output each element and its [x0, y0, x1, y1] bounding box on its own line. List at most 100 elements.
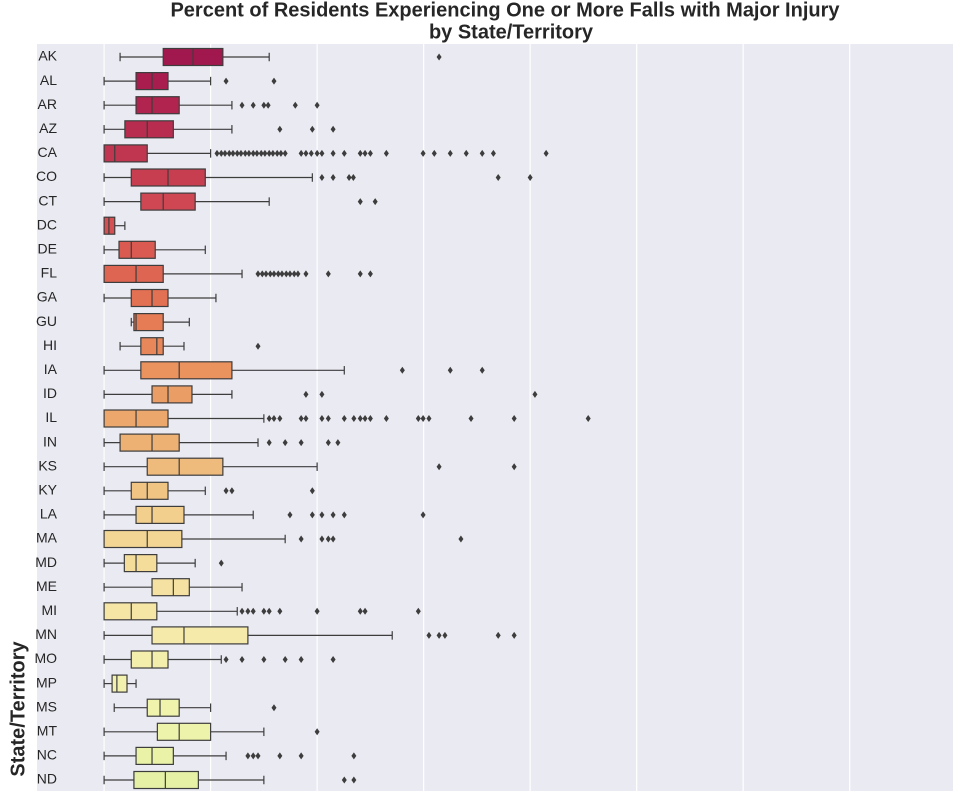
- y-tick-label: KS: [38, 457, 57, 473]
- y-tick-label: AK: [38, 48, 57, 64]
- flier: [585, 415, 591, 422]
- box: [135, 505, 185, 524]
- box: [140, 337, 164, 356]
- box: [135, 746, 174, 766]
- flier: [245, 607, 251, 615]
- box: [103, 264, 164, 283]
- flier: [346, 174, 352, 181]
- flier: [298, 149, 304, 157]
- flier: [298, 535, 304, 543]
- box: [151, 626, 249, 645]
- flier: [279, 270, 285, 278]
- y-tick-label: DC: [37, 216, 57, 232]
- y-tick-label: MI: [41, 602, 57, 618]
- flier: [527, 174, 533, 181]
- box: [151, 578, 190, 597]
- y-tick-label: MT: [37, 723, 58, 739]
- flier: [426, 415, 432, 422]
- flier: [263, 270, 269, 278]
- flier: [341, 511, 347, 519]
- flier: [511, 463, 517, 471]
- box-group: [103, 602, 421, 621]
- box-group: [103, 144, 549, 163]
- flier: [447, 149, 453, 157]
- flier: [261, 607, 267, 615]
- y-tick-label: NC: [37, 747, 57, 763]
- flier: [308, 149, 314, 157]
- y-tick-label: IN: [43, 433, 57, 449]
- flier: [255, 270, 261, 278]
- flier: [292, 101, 298, 109]
- flier: [367, 270, 373, 278]
- flier: [447, 366, 453, 374]
- box-group: [113, 698, 277, 717]
- flier: [254, 149, 260, 157]
- box: [103, 529, 183, 549]
- flier: [303, 415, 309, 422]
- flier: [275, 270, 281, 278]
- box: [130, 481, 169, 500]
- flier: [330, 535, 336, 543]
- box: [130, 650, 169, 669]
- y-tick-label: MA: [36, 530, 58, 546]
- flier: [442, 631, 448, 639]
- flier: [341, 415, 347, 422]
- y-tick-label: MO: [34, 650, 57, 666]
- flier: [532, 390, 538, 398]
- flier: [325, 415, 331, 422]
- flier: [218, 559, 224, 567]
- box-group: [103, 264, 373, 283]
- flier: [295, 270, 301, 278]
- flier: [298, 656, 304, 663]
- box-group: [103, 457, 517, 476]
- flier: [255, 752, 261, 760]
- box-group: [103, 505, 426, 524]
- flier: [250, 101, 256, 109]
- flier: [267, 270, 273, 278]
- flier: [223, 77, 229, 85]
- flier: [367, 415, 373, 422]
- flier: [282, 439, 288, 447]
- box-group: [103, 168, 533, 187]
- box-group: [103, 96, 320, 115]
- flier: [277, 752, 283, 760]
- flier: [330, 511, 336, 519]
- box-group: [103, 553, 224, 573]
- box-group: [103, 71, 277, 91]
- flier: [330, 125, 336, 133]
- flier: [239, 607, 245, 615]
- flier: [319, 174, 325, 181]
- box: [135, 96, 180, 115]
- flier: [223, 487, 229, 495]
- box-group: [130, 313, 190, 332]
- flier: [319, 535, 325, 543]
- flier: [420, 149, 426, 157]
- flier: [325, 270, 331, 278]
- flier: [218, 149, 224, 157]
- flier: [239, 101, 245, 109]
- flier: [309, 511, 315, 519]
- flier: [303, 149, 309, 157]
- plot-area: [37, 44, 953, 791]
- chart-title: by State/Territory: [429, 21, 594, 43]
- box: [123, 553, 158, 573]
- y-tick-label: ME: [36, 578, 57, 594]
- flier: [330, 149, 336, 157]
- flier: [298, 439, 304, 447]
- flier: [415, 607, 421, 615]
- y-tick-label: AL: [40, 72, 57, 88]
- grid: [103, 44, 851, 791]
- flier: [415, 415, 421, 422]
- flier: [314, 101, 320, 109]
- box-group: [103, 626, 517, 645]
- flier: [278, 149, 284, 157]
- box: [119, 433, 180, 452]
- flier: [234, 149, 240, 157]
- flier: [511, 415, 517, 422]
- flier: [277, 607, 283, 615]
- box-group: [103, 385, 538, 404]
- y-tick-label: GA: [37, 289, 58, 305]
- flier: [271, 704, 277, 712]
- flier: [426, 631, 432, 639]
- flier: [420, 415, 426, 422]
